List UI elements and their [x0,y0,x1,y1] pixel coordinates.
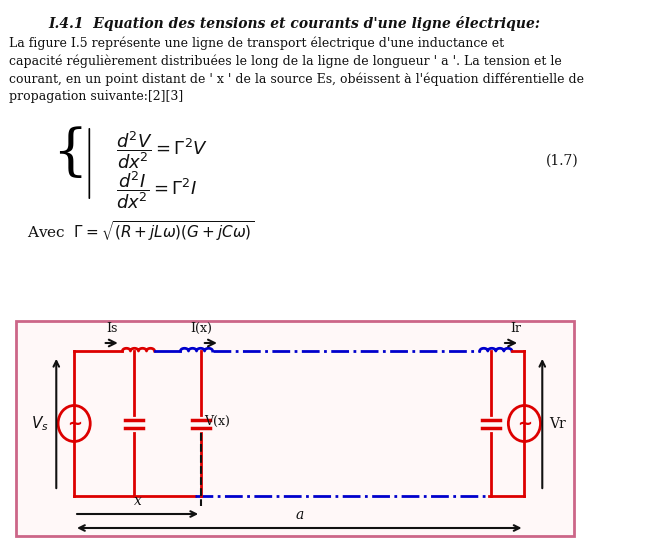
Text: Ir: Ir [510,322,521,335]
Text: {: { [52,126,87,181]
Text: $\dfrac{d^2V}{dx^2} = \Gamma^2 V$: $\dfrac{d^2V}{dx^2} = \Gamma^2 V$ [116,129,208,171]
Text: Avec  $\Gamma = \sqrt{(R + jL\omega)(G + jC\omega)}$: Avec $\Gamma = \sqrt{(R + jL\omega)(G + … [27,219,254,243]
Text: La figure I.5 représente une ligne de transport électrique d'une inductance et: La figure I.5 représente une ligne de tr… [9,36,504,50]
Text: Is: Is [106,322,118,335]
Text: ~: ~ [517,414,532,433]
FancyBboxPatch shape [16,321,574,536]
Text: courant, en un point distant de ' x ' de la source Es, obéissent à l'équation di: courant, en un point distant de ' x ' de… [9,72,584,85]
Text: a: a [295,508,303,522]
Text: I(x): I(x) [190,322,212,335]
Text: capacité régulièrement distribuées le long de la ligne de longueur ' a '. La ten: capacité régulièrement distribuées le lo… [9,54,562,68]
Text: Vr: Vr [549,417,566,430]
Text: $V_s$: $V_s$ [31,414,49,433]
Text: I.4.1  Equation des tensions et courants d'une ligne électrique:: I.4.1 Equation des tensions et courants … [49,16,541,31]
Text: (1.7): (1.7) [546,154,579,168]
Text: $\dfrac{d^2I}{dx^2} = \Gamma^2 I$: $\dfrac{d^2I}{dx^2} = \Gamma^2 I$ [116,169,198,211]
Text: ~: ~ [67,414,82,433]
Text: propagation suivante:[2][3]: propagation suivante:[2][3] [9,90,183,103]
Text: x: x [134,494,141,508]
Text: V(x): V(x) [205,415,231,428]
